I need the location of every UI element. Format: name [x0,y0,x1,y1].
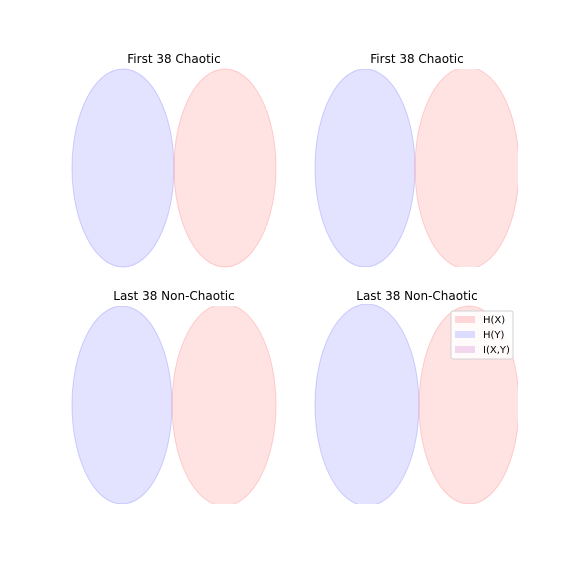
legend-swatch-hx [455,316,475,323]
panel-title: First 38 Chaotic [127,52,220,66]
legend-label-hx: H(X) [483,315,505,326]
legend-label-ixy: I(X,Y) [483,345,510,356]
panel-bottom-left: Last 38 Non-Chaotic [71,289,277,504]
legend-label-hy: H(Y) [483,330,505,341]
venn-circle-hy [314,304,420,504]
legend: H(X) H(Y) I(X,Y) [450,310,514,360]
venn-circle-hy [71,306,173,504]
panel-bottom-right: Last 38 Non-Chaotic H(X) H(Y) I(X,Y) [314,289,518,504]
venn-circle-hx [173,68,277,268]
panel-title: Last 38 Non-Chaotic [113,289,234,303]
legend-swatch-ixy [455,346,475,353]
venn-circle-hy [314,69,416,267]
venn-circle-hy [71,68,175,268]
panel-top-left: First 38 Chaotic [71,52,277,268]
venn-circle-hx [171,306,277,504]
panel-top-right: First 38 Chaotic [314,52,518,267]
panel-title: First 38 Chaotic [370,52,463,66]
venn-circle-hx [414,69,518,267]
panel-title: Last 38 Non-Chaotic [356,289,477,303]
legend-swatch-hy [455,331,475,338]
